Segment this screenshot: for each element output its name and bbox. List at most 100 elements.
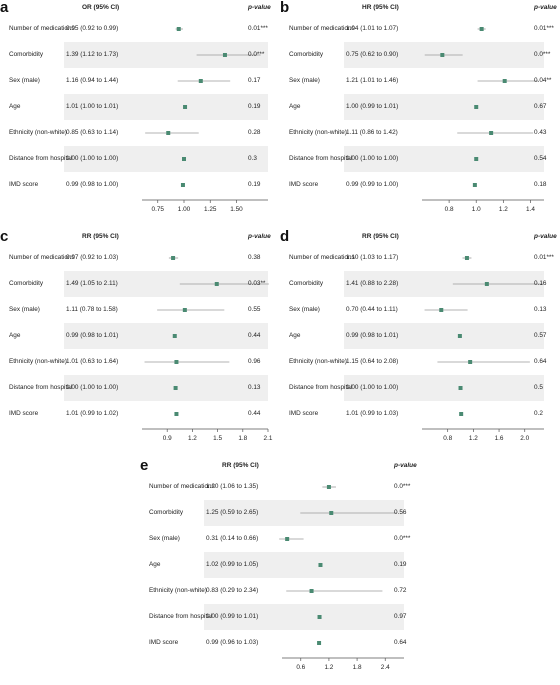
estimate-ci-text: 1.25 (0.59 to 2.65) (206, 509, 259, 516)
forest-panel-d: d RR (95% CI) p-value 0.8 1.2 1.6 2.0 Number of… (280, 229, 560, 451)
x-tick-label: 1.6 (495, 435, 504, 442)
variable-label: IMD score (289, 410, 319, 417)
p-value: 0.64 (394, 639, 407, 646)
variable-label: Ethnicity (non-white) (9, 358, 67, 365)
row-shade (204, 552, 404, 578)
point-estimate (457, 334, 462, 338)
x-tick-label: 0.75 (152, 206, 165, 213)
table-row: Ethnicity (non-white) 1.11 (0.86 to 1.42)… (280, 120, 560, 146)
estimate-ci-text: 0.70 (0.44 to 1.11) (346, 306, 398, 313)
x-tick-label: 0.8 (445, 206, 454, 213)
p-value: 0.04** (534, 77, 552, 84)
variable-label: Sex (male) (289, 306, 320, 313)
point-estimate (317, 641, 322, 645)
table-row: IMD score 0.99 (0.96 to 1.03) 0.64 (140, 630, 422, 656)
effect-header: RR (95% CI) (222, 462, 259, 469)
point-estimate (182, 157, 186, 161)
row-shade (344, 323, 544, 349)
row-shade (344, 146, 544, 172)
point-estimate (176, 27, 181, 31)
table-row: Age 1.00 (0.99 to 1.01) 0.67 (280, 94, 560, 120)
p-value-header: p-value (394, 462, 417, 469)
point-estimate (182, 308, 187, 312)
estimate-ci-text: 1.10 (1.03 to 1.17) (346, 254, 399, 261)
table-row: IMD score 0.99 (0.99 to 1.00) 0.18 (280, 172, 560, 198)
p-value: 0.56 (394, 509, 407, 516)
variable-label: Number of medications (9, 254, 75, 261)
variable-label: Age (149, 561, 161, 568)
variable-label: Distance from hospital (9, 384, 73, 391)
table-row: Age 0.99 (0.98 to 1.01) 0.44 (0, 323, 282, 349)
estimate-ci-text: 1.00 (1.00 to 1.00) (66, 155, 119, 162)
variable-label: IMD score (9, 181, 39, 188)
variable-label: Distance from hospital (289, 155, 353, 162)
x-tick-label: 0.8 (443, 435, 452, 442)
p-value: 0.96 (248, 358, 261, 365)
point-estimate (173, 386, 178, 390)
forest-plot-svg: 0.8 1.2 1.6 2.0 (344, 256, 544, 442)
p-value-header: p-value (248, 233, 271, 240)
x-tick-label: 1.00 (178, 206, 191, 213)
row-shade (344, 375, 544, 401)
forest-panel-c: c RR (95% CI) p-value 0.9 1.2 1.5 1.8 2.1 Number… (0, 229, 282, 451)
p-value: 0.19 (248, 103, 261, 110)
point-estimate (174, 412, 179, 416)
x-tick-label: 1.4 (526, 206, 535, 213)
variable-label: Age (289, 332, 301, 339)
point-estimate (183, 105, 188, 109)
p-value: 0.0*** (394, 483, 411, 490)
table-row: Distance from hospital 1.00 (0.99 to 1.01… (140, 604, 422, 630)
point-estimate (479, 27, 484, 31)
p-value: 0.0*** (534, 51, 551, 58)
table-row: Sex (male) 0.31 (0.14 to 0.66) 0.0*** (140, 526, 422, 552)
point-estimate (309, 589, 314, 593)
variable-label: Ethnicity (non-white) (9, 129, 67, 136)
point-estimate (440, 53, 445, 57)
table-row: Age 1.01 (1.00 to 1.01) 0.19 (0, 94, 282, 120)
p-value-header: p-value (248, 4, 271, 11)
variable-label: Number of medications (9, 25, 75, 32)
estimate-ci-text: 1.00 (1.00 to 1.00) (66, 384, 119, 391)
row-shade (344, 94, 544, 120)
effect-header: RR (95% CI) (82, 233, 119, 240)
panel-label: c (0, 228, 9, 245)
estimate-ci-text: 1.00 (1.00 to 1.00) (346, 384, 399, 391)
forest-plot-svg: 0.75 1.00 1.25 1.50 (64, 27, 268, 213)
estimate-ci-text: 0.99 (0.98 to 1.01) (66, 332, 119, 339)
p-value: 0.67 (534, 103, 547, 110)
table-row: Distance from hospital 1.00 (1.00 to 1.00… (280, 375, 560, 401)
variable-label: Number of medications (149, 483, 215, 490)
p-value: 0.43 (534, 129, 547, 136)
p-value: 0.13 (248, 384, 261, 391)
point-estimate (468, 360, 473, 364)
p-value: 0.17 (248, 77, 261, 84)
x-tick-label: 1.8 (353, 664, 362, 671)
x-tick-label: 2.1 (264, 435, 273, 442)
table-row: Comorbidity 1.49 (1.05 to 2.11) 0.03** (0, 271, 282, 297)
variable-label: Number of medications (289, 254, 355, 261)
estimate-ci-text: 0.83 (0.29 to 2.34) (206, 587, 259, 594)
point-estimate (318, 563, 323, 567)
point-estimate (171, 256, 176, 260)
table-row: Number of medications 0.95 (0.92 to 0.99)… (0, 16, 282, 42)
table-row: Distance from hospital 1.00 (1.00 to 1.00… (280, 146, 560, 172)
x-tick-label: 1.2 (499, 206, 508, 213)
effect-header: OR (95% CI) (82, 4, 120, 11)
forest-plot-svg: 0.8 1.0 1.2 1.4 (344, 27, 544, 213)
variable-label: Age (289, 103, 301, 110)
table-row: Distance from hospital 1.00 (1.00 to 1.00… (0, 375, 282, 401)
estimate-ci-text: 0.99 (0.98 to 1.00) (66, 181, 119, 188)
estimate-ci-text: 1.00 (0.99 to 1.01) (346, 103, 399, 110)
variable-label: Comorbidity (289, 280, 324, 287)
x-tick-label: 1.0 (472, 206, 481, 213)
p-value: 0.2 (534, 410, 543, 417)
p-value: 0.16 (534, 280, 547, 287)
estimate-ci-text: 1.02 (0.99 to 1.05) (206, 561, 259, 568)
panel-label: a (0, 0, 9, 16)
p-value: 0.55 (248, 306, 261, 313)
forest-panel-b: b HR (95% CI) p-value 0.8 1.0 1.2 1.4 Number of… (280, 0, 560, 222)
estimate-ci-text: 1.11 (0.78 to 1.58) (66, 306, 118, 313)
estimate-ci-text: 1.21 (1.01 to 1.46) (346, 77, 399, 84)
estimate-ci-text: 1.16 (0.94 to 1.44) (66, 77, 119, 84)
p-value: 0.0*** (394, 535, 411, 542)
